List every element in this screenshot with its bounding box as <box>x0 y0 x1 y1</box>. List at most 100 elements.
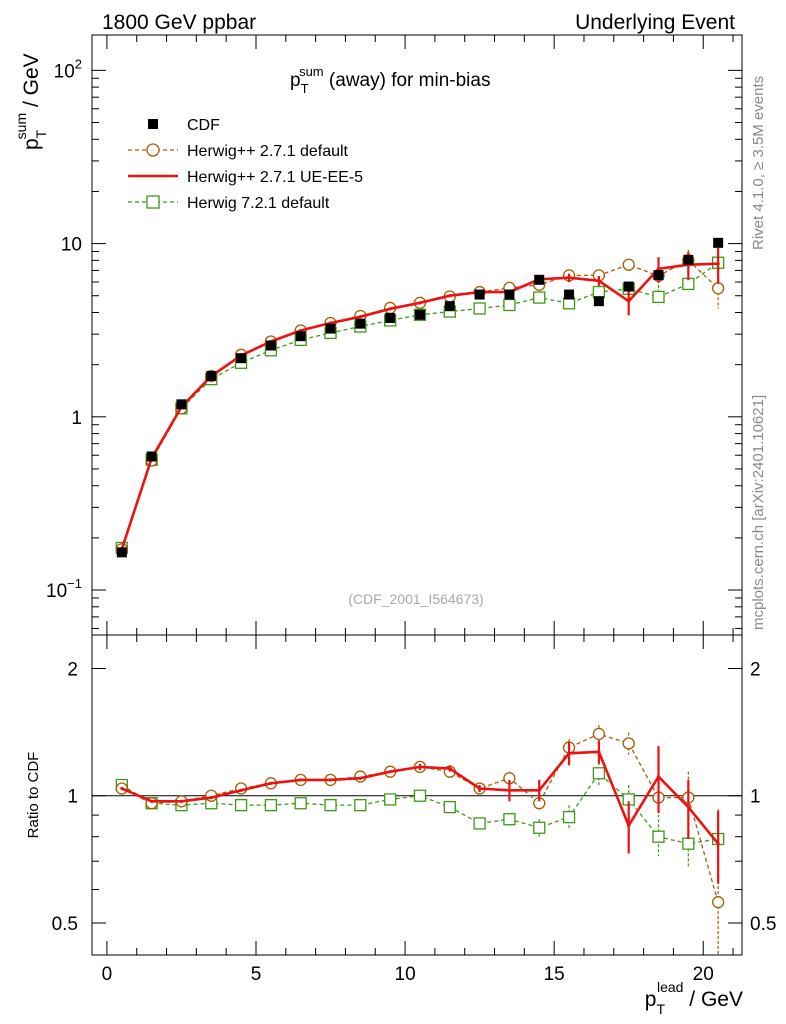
analysis-id: (CDF_2001_I564673) <box>348 591 483 607</box>
x-tick-label: 0 <box>102 964 113 985</box>
data-point-h271_ue <box>150 799 154 803</box>
data-point-h271_ue <box>478 786 482 791</box>
data-point-cdf <box>504 289 515 300</box>
main-y-tick-labels: 10−1 1 10 102 <box>46 56 82 602</box>
x-tick-label: 5 <box>251 964 262 985</box>
data-point-cdf <box>593 296 604 307</box>
data-point-h271_ue <box>418 301 422 305</box>
data-point-h721 <box>682 837 695 850</box>
legend-marker-h271-default <box>146 143 160 157</box>
ratio-axis-ticks <box>92 635 742 955</box>
y-tick-label-base: 10 <box>61 235 82 256</box>
ratio-y-tick-label-right: 0.5 <box>750 914 776 935</box>
data-point-h271_ue <box>567 751 571 755</box>
data-point-h721 <box>473 302 486 315</box>
y-tick-label: 102 <box>54 56 82 82</box>
x-axis-label-sub: T <box>656 1001 665 1017</box>
plot-title-sub: T <box>301 81 309 96</box>
data-point-cdf <box>713 237 724 248</box>
data-point-h721 <box>264 798 278 812</box>
x-tick-label: 10 <box>395 964 416 985</box>
data-point-h271_ue <box>716 842 720 846</box>
data-point-h721 <box>592 767 606 780</box>
data-point-h721 <box>354 798 367 812</box>
data-point-cdf <box>206 371 217 382</box>
data-point-cdf <box>176 399 187 410</box>
plot-title-main: p <box>290 70 301 91</box>
data-point-cdf <box>116 547 127 558</box>
ratio-y-tick-label-left: 2 <box>67 659 78 680</box>
data-point-cdf <box>414 309 425 320</box>
data-point-h271_ue <box>656 774 661 779</box>
main-axis-ticks <box>92 35 742 635</box>
y-tick-label: 10−1 <box>46 576 82 602</box>
ratio-y-tick-labels: 0.5 0.5 1 1 2 2 <box>52 659 777 935</box>
data-point-h721 <box>413 789 427 802</box>
data-point-h271_ue <box>686 805 690 809</box>
data-point-h271_ue <box>418 765 422 769</box>
header-left: 1800 GeV ppbar <box>102 11 256 34</box>
ratio-y-tick-label-right: 2 <box>750 659 761 680</box>
data-point-h271_ue <box>507 788 512 792</box>
main-y-axis-label: pTsum / GeV <box>13 53 49 150</box>
data-point-cdf <box>325 323 336 334</box>
plot-title-sup: sum <box>299 64 324 79</box>
ratio-y-tick-label-left: 0.5 <box>52 914 78 935</box>
data-point-cdf <box>295 331 306 342</box>
mcplots-label: mcplots.cern.ch [arXiv:2401.10621] <box>750 395 767 630</box>
data-point-h271_ue <box>209 795 213 800</box>
data-point-h271_ue <box>388 307 392 311</box>
data-point-h271_ue <box>120 786 124 791</box>
x-tick-label: 20 <box>693 964 714 985</box>
y-tick-label-base: 10 <box>46 581 67 602</box>
data-point-h721 <box>562 810 576 824</box>
y-tick-label: 10 <box>61 235 82 256</box>
data-point-cdf <box>355 318 366 329</box>
data-point-h721 <box>592 285 606 299</box>
main-series-group <box>115 237 725 558</box>
data-point-h271_ue <box>358 315 362 319</box>
series-h271_ue <box>120 740 720 884</box>
data-point-h271_ue <box>328 778 333 782</box>
ratio-series-group <box>92 724 742 955</box>
data-point-h271_ue <box>656 267 661 271</box>
data-point-h721 <box>503 298 516 312</box>
data-point-h721 <box>324 798 337 812</box>
data-point-h271_default <box>622 258 635 271</box>
data-point-h271_ue <box>716 262 720 266</box>
data-point-h721 <box>652 290 665 304</box>
main-y-axis-label-main: p <box>20 138 43 150</box>
legend-label-cdf: CDF <box>187 117 220 134</box>
ratio-panel: 0.5 0.5 1 1 2 2 0 5 10 15 20 Ratio to CDF pTlead … <box>25 634 777 1017</box>
x-axis-label-main: p <box>645 988 657 1011</box>
data-point-h271_ue <box>627 299 631 303</box>
y-tick-label-base: 1 <box>71 408 82 429</box>
y-tick-label: 1 <box>71 408 82 429</box>
x-axis-label-sup: lead <box>657 979 683 995</box>
data-point-cdf <box>265 340 276 351</box>
legend-marker-h721 <box>146 195 160 209</box>
data-point-h721 <box>234 798 248 812</box>
x-axis-label: pTlead / GeV <box>645 979 743 1017</box>
data-point-h271_ue <box>269 781 273 785</box>
data-point-h271_ue <box>388 770 392 774</box>
ratio-y-tick-label-left: 1 <box>67 787 78 808</box>
ratio-y-axis-label: Ratio to CDF <box>25 752 42 839</box>
data-point-cdf <box>653 270 664 281</box>
data-point-h721 <box>533 291 546 304</box>
legend-label-h271-default: Herwig++ 2.7.1 default <box>187 143 349 160</box>
data-point-h271_ue <box>358 776 362 780</box>
data-point-cdf <box>623 281 634 292</box>
legend: CDF Herwig++ 2.7.1 default Herwig++ 2.7.… <box>128 117 363 212</box>
data-point-h271_ue <box>448 766 452 771</box>
data-point-h721 <box>294 797 307 810</box>
legend-label-h271-ue: Herwig++ 2.7.1 UE-EE-5 <box>187 169 363 186</box>
data-point-cdf <box>146 451 157 462</box>
data-point-h721 <box>443 800 456 814</box>
legend-marker-cdf <box>148 119 158 129</box>
main-y-axis-label-sup: sum <box>13 113 29 139</box>
data-point-h271_default <box>592 727 606 741</box>
data-point-h271_ue <box>239 788 243 792</box>
